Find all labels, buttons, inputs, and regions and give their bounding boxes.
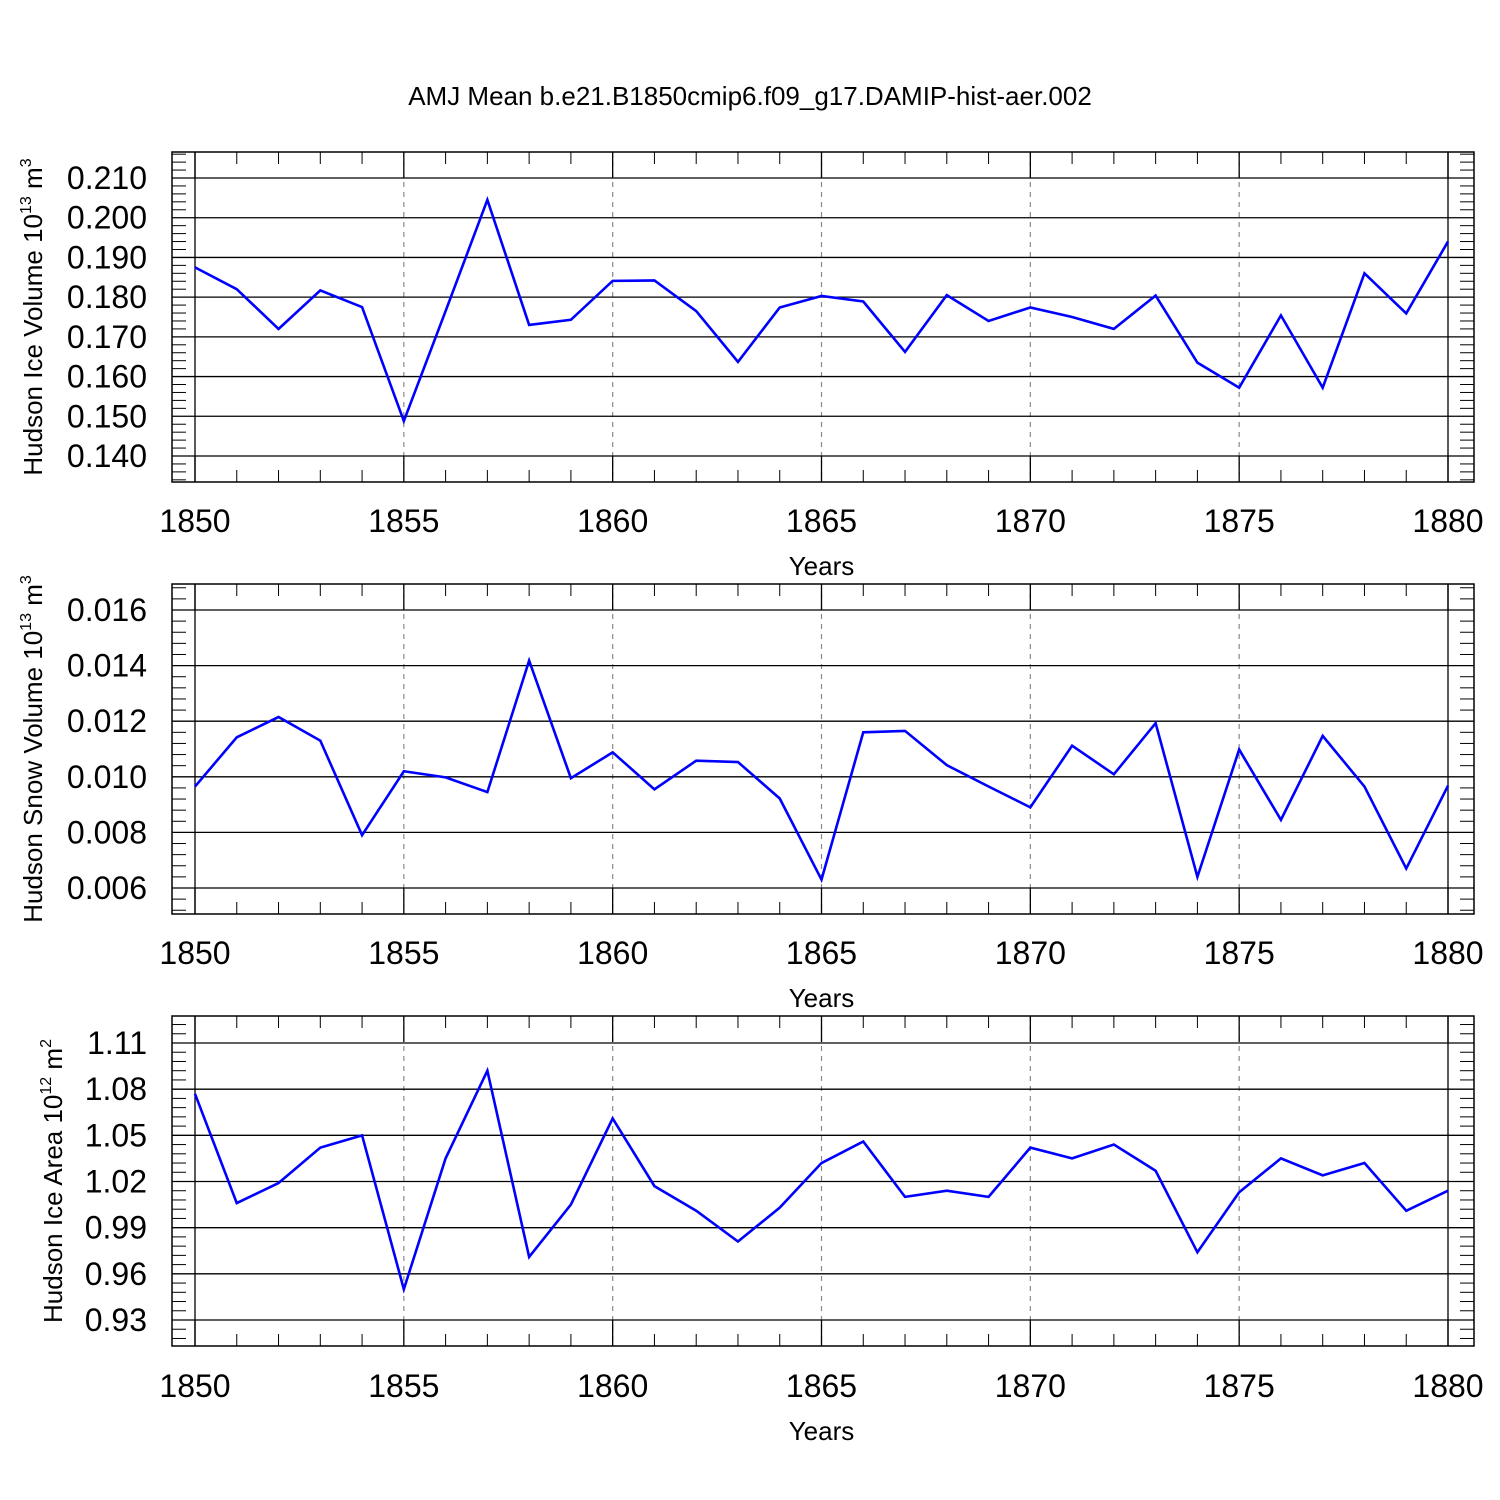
x-tick-label: 1860 xyxy=(577,1368,648,1404)
y-tick-label: 0.160 xyxy=(67,359,147,395)
y-tick-label: 1.11 xyxy=(87,1025,147,1061)
figure-title: AMJ Mean b.e21.B1850cmip6.f09_g17.DAMIP-… xyxy=(408,81,1092,111)
x-axis-label: Years xyxy=(789,1416,855,1446)
plot-frame xyxy=(171,151,1475,483)
y-tick-label: 0.96 xyxy=(85,1256,147,1292)
x-tick-label: 1860 xyxy=(577,935,648,971)
x-tick-label: 1875 xyxy=(1204,503,1275,539)
panel-3: 0.93 0.96 0.99 1.02 1.05 1.08 1.11 1850 1855 1860… xyxy=(38,1015,1484,1446)
y-tick-label: 0.150 xyxy=(67,398,147,434)
x-tick-label: 1855 xyxy=(368,503,439,539)
x-tick-label: 1865 xyxy=(786,1368,857,1404)
y-axis-label: Hudson Ice Volume 1013 m3 xyxy=(18,158,48,475)
y-tick-label: 0.010 xyxy=(67,759,147,795)
x-tick-label: 1865 xyxy=(786,935,857,971)
y-tick-label: 0.180 xyxy=(67,279,147,315)
y-tick-label: 0.016 xyxy=(67,592,147,628)
y-tick-label: 0.93 xyxy=(85,1302,147,1338)
panel-2: 0.006 0.008 0.010 0.012 0.014 0.016 1850 1855 18… xyxy=(18,575,1484,1013)
x-tick-label: 1870 xyxy=(995,1368,1066,1404)
x-tick-label: 1860 xyxy=(577,503,648,539)
x-tick-label: 1855 xyxy=(368,1368,439,1404)
y-tick-label: 0.210 xyxy=(67,160,147,196)
x-tick-label: 1870 xyxy=(995,503,1066,539)
plot-frame xyxy=(171,583,1475,915)
y-tick-label: 1.05 xyxy=(85,1117,147,1153)
x-axis-label: Years xyxy=(789,983,855,1013)
x-tick-label: 1850 xyxy=(159,503,230,539)
y-tick-label: 0.140 xyxy=(67,438,147,474)
x-tick-label: 1880 xyxy=(1412,1368,1483,1404)
x-tick-label: 1880 xyxy=(1412,503,1483,539)
x-tick-label: 1865 xyxy=(786,503,857,539)
y-tick-label: 0.190 xyxy=(67,239,147,275)
x-tick-label: 1880 xyxy=(1412,935,1483,971)
y-tick-label: 0.170 xyxy=(67,319,147,355)
x-tick-label: 1855 xyxy=(368,935,439,971)
x-tick-label: 1875 xyxy=(1204,1368,1275,1404)
x-axis-label: Years xyxy=(789,551,855,581)
x-tick-label: 1850 xyxy=(159,1368,230,1404)
x-tick-label: 1875 xyxy=(1204,935,1275,971)
y-axis-label: Hudson Snow Volume 1013 m3 xyxy=(18,575,48,923)
x-tick-label: 1850 xyxy=(159,935,230,971)
y-tick-label: 0.014 xyxy=(67,648,147,684)
y-tick-label: 0.006 xyxy=(67,870,147,906)
y-tick-label: 1.02 xyxy=(85,1164,147,1200)
y-tick-label: 1.08 xyxy=(85,1071,147,1107)
x-tick-label: 1870 xyxy=(995,935,1066,971)
y-axis-label: Hudson Ice Area 1012 m2 xyxy=(38,1039,68,1323)
y-tick-label: 0.99 xyxy=(85,1210,147,1246)
y-tick-label: 0.008 xyxy=(67,814,147,850)
y-tick-label: 0.200 xyxy=(67,200,147,236)
y-tick-label: 0.012 xyxy=(67,703,147,739)
